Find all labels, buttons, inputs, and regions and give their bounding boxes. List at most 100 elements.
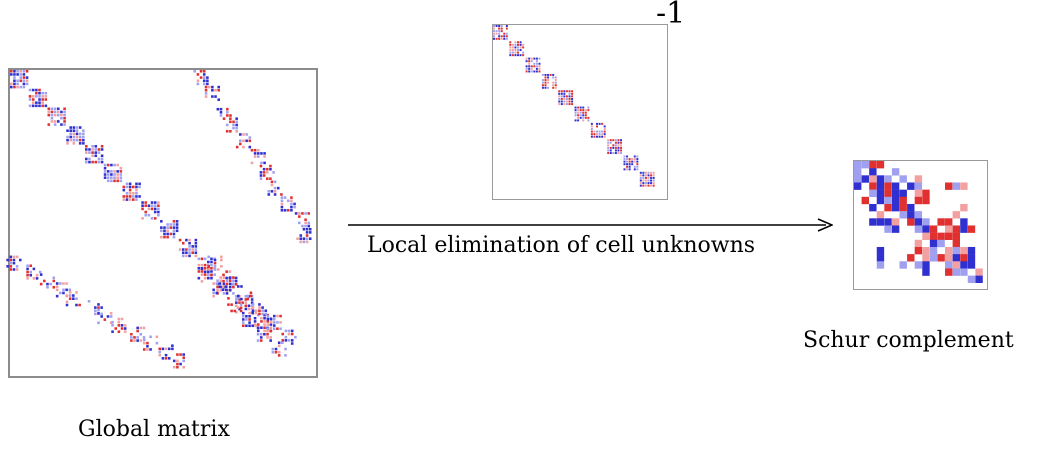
inverse-diagonal-cell <box>530 57 533 60</box>
inverse-diagonal-cell <box>514 54 517 57</box>
global-diagonal-cell <box>194 251 198 254</box>
global-diagonal-cell <box>63 110 66 114</box>
global-lower-right-cell <box>203 270 207 274</box>
inverse-diagonal-cell <box>495 32 498 35</box>
inverse-diagonal-cell <box>509 51 512 54</box>
schur-cell <box>876 211 885 219</box>
global-diagonal-cell <box>181 248 185 251</box>
global-diagonal-cell <box>172 226 176 229</box>
global-lower-right-cell <box>249 291 253 295</box>
global-diagonal-cell <box>150 207 154 211</box>
inverse-diagonal-cell <box>601 130 604 133</box>
global-diagonal-cell <box>153 207 157 211</box>
inverse-diagonal-cell <box>522 43 525 46</box>
inverse-diagonal-cell <box>500 37 503 40</box>
inverse-diagonal-cell <box>644 171 647 174</box>
global-lower-right-cell <box>258 312 261 316</box>
global-lower-band-cell <box>111 320 114 324</box>
inverse-diagonal-cell <box>644 182 647 185</box>
inverse-diagonal-cell <box>587 106 590 109</box>
schur-cell <box>899 189 907 198</box>
global-lower-band-cell <box>65 300 69 304</box>
global-diagonal-cell <box>75 135 79 139</box>
inverse-diagonal-cell <box>652 171 655 174</box>
global-diagonal-cell <box>210 263 213 267</box>
global-lower-right-cell <box>258 306 261 309</box>
inverse-diagonal-cell <box>495 37 498 40</box>
inverse-diagonal-cell <box>554 81 557 84</box>
global-lower-right-cell <box>284 339 288 342</box>
global-upper-band-cell <box>276 186 280 190</box>
inverse-diagonal-cell <box>530 70 533 73</box>
global-lower-right-cell <box>254 309 258 313</box>
global-diagonal-cell <box>100 148 104 151</box>
global-lower-band-cell <box>26 270 29 274</box>
inverse-block-matrix-plot <box>492 24 668 200</box>
global-diagonal-cell <box>35 91 38 95</box>
schur-complement-plot <box>853 160 988 290</box>
global-diagonal-cell <box>31 88 35 92</box>
global-lower-right-cell <box>287 332 291 336</box>
global-lower-band-cell <box>120 317 124 321</box>
global-diagonal-cell <box>247 304 251 308</box>
inverse-diagonal-cell <box>568 92 571 95</box>
schur-cell <box>914 196 923 205</box>
global-diagonal-cell <box>150 201 154 204</box>
inverse-diagonal-cell <box>612 139 615 142</box>
global-upper-band-cell <box>272 171 275 174</box>
global-lower-right-cell <box>281 332 285 336</box>
inverse-diagonal-cell <box>582 106 585 109</box>
global-upper-band-cell <box>305 234 309 237</box>
global-diagonal-cell <box>100 160 104 164</box>
global-lower-band-cell <box>65 288 68 292</box>
global-diagonal-cell <box>153 217 157 220</box>
global-lower-band-cell <box>130 339 133 342</box>
global-diagonal-cell <box>106 179 110 183</box>
global-diagonal-cell <box>41 101 44 104</box>
global-lower-band-cell <box>97 308 100 312</box>
global-diagonal-cell <box>263 323 266 326</box>
global-diagonal-cell <box>175 223 179 226</box>
global-upper-band-cell <box>235 130 238 133</box>
inverse-diagonal-cell <box>652 184 655 187</box>
inverse-diagonal-cell <box>626 165 629 168</box>
schur-cell <box>914 261 923 269</box>
inverse-diagonal-cell <box>652 176 655 179</box>
global-upper-band-cell <box>196 73 200 76</box>
global-diagonal-cell <box>38 95 41 98</box>
inverse-diagonal-cell <box>598 130 601 133</box>
global-diagonal-cell <box>188 238 191 242</box>
global-diagonal-cell <box>88 151 91 154</box>
inverse-diagonal-cell <box>636 160 639 163</box>
global-diagonal-cell <box>31 95 35 98</box>
inverse-diagonal-cell <box>535 62 538 65</box>
global-upper-band-cell <box>225 130 229 133</box>
global-diagonal-cell <box>47 107 51 111</box>
schur-cell <box>960 254 968 262</box>
inverse-diagonal-cell <box>568 90 571 93</box>
inverse-diagonal-cell <box>528 70 531 73</box>
schur-cell <box>929 246 938 255</box>
global-diagonal-cell <box>197 267 201 270</box>
global-lower-right-cell <box>207 268 210 271</box>
inverse-diagonal-cell <box>593 135 596 138</box>
inverse-diagonal-cell <box>636 155 639 158</box>
global-upper-band-cell <box>202 82 206 86</box>
global-diagonal-cell <box>210 267 213 270</box>
global-diagonal-cell <box>25 82 29 86</box>
global-upper-band-cell <box>280 196 284 199</box>
global-upper-band-cell <box>229 130 232 133</box>
global-diagonal-cell <box>260 316 263 320</box>
global-matrix-label: Global matrix <box>78 417 230 442</box>
schur-cell <box>922 232 930 241</box>
inverse-diagonal-cell <box>533 62 536 65</box>
global-lower-band-cell <box>120 324 124 327</box>
global-upper-band-cell <box>214 88 217 92</box>
inverse-diagonal-cell <box>519 43 522 46</box>
global-diagonal-cell <box>132 198 135 201</box>
inverse-diagonal-cell <box>565 97 568 100</box>
global-diagonal-cell <box>141 204 144 208</box>
global-lower-right-cell <box>212 294 215 298</box>
global-lower-band-cell <box>65 282 68 285</box>
inverse-diagonal-cell <box>633 165 636 168</box>
